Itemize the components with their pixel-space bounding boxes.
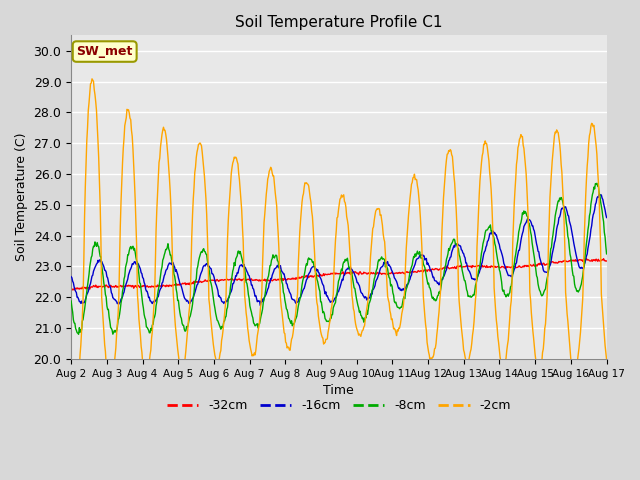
- Text: SW_met: SW_met: [77, 45, 133, 58]
- Y-axis label: Soil Temperature (C): Soil Temperature (C): [15, 133, 28, 262]
- Legend: -32cm, -16cm, -8cm, -2cm: -32cm, -16cm, -8cm, -2cm: [162, 395, 516, 418]
- Title: Soil Temperature Profile C1: Soil Temperature Profile C1: [235, 15, 443, 30]
- X-axis label: Time: Time: [323, 384, 354, 397]
